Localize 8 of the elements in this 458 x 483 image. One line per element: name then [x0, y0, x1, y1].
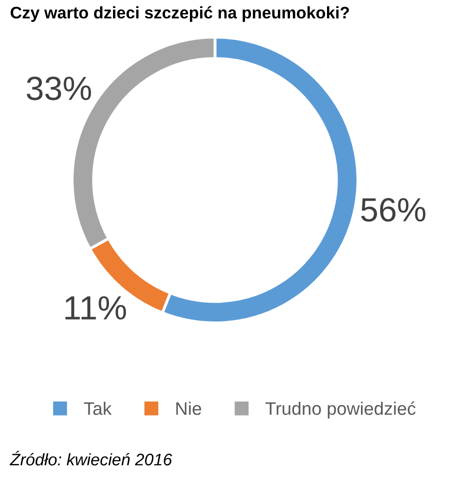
- data-label: 56%: [361, 198, 426, 222]
- data-label: 33%: [26, 76, 92, 100]
- data-label: 11%: [65, 296, 126, 320]
- text: Źródło: kwiecień 2016: [10, 450, 172, 466]
- legend-label: Tak: [84, 402, 112, 415]
- chart-title: Czy warto dzieci szczepić na pneumokoki?: [10, 6, 349, 22]
- legend-label: Nie: [176, 402, 202, 415]
- legend-label: Trudno powiedzieć: [266, 401, 416, 419]
